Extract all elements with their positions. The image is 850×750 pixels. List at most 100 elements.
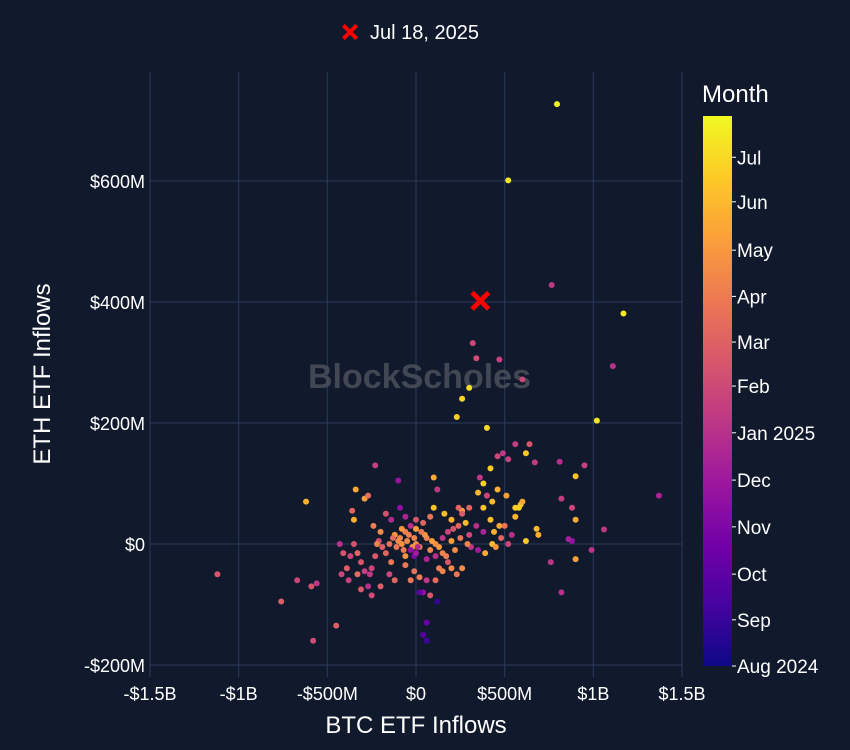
data-point: [411, 534, 418, 541]
data-point: [416, 589, 423, 596]
data-point: [366, 571, 373, 578]
data-point: [462, 519, 469, 526]
data-point: [278, 598, 285, 605]
data-point: [389, 534, 396, 541]
data-point: [423, 619, 430, 626]
data-point: [482, 550, 489, 557]
data-point: [333, 622, 340, 629]
colorbar-tick-label: Sep: [737, 611, 771, 632]
data-point: [469, 340, 476, 347]
data-point: [487, 516, 494, 523]
data-point: [459, 565, 466, 572]
data-point: [386, 571, 393, 578]
data-point: [519, 498, 526, 505]
data-point: [382, 550, 389, 557]
data-point: [512, 441, 519, 448]
data-point: [350, 516, 357, 523]
data-point: [553, 101, 560, 108]
data-point: [459, 395, 466, 402]
data-point: [483, 424, 490, 431]
data-point: [494, 486, 501, 493]
legend-label: Jul 18, 2025: [370, 22, 479, 44]
data-point: [473, 355, 480, 362]
data-point: [402, 553, 409, 560]
data-point: [308, 583, 315, 590]
data-point: [423, 637, 430, 644]
y-axis-title: ETH ETF Inflows: [29, 283, 56, 464]
colorbar-tick-label: Dec: [737, 471, 771, 492]
colorbar-tick-label: Aug 2024: [737, 657, 819, 678]
highlight-x-icon: [470, 290, 491, 311]
data-point: [413, 550, 419, 557]
data-point: [444, 528, 451, 535]
x-tick-label: $0: [406, 684, 426, 704]
data-point: [358, 586, 365, 593]
data-point: [420, 519, 427, 526]
data-point: [294, 577, 301, 584]
data-point: [388, 516, 395, 523]
data-point: [411, 568, 418, 575]
data-point: [361, 568, 368, 575]
data-point: [313, 580, 320, 587]
data-point: [496, 356, 503, 363]
data-point: [483, 492, 490, 499]
colorbar-tick-label: Jul: [737, 148, 761, 169]
legend[interactable]: Jul 18, 2025: [342, 22, 479, 44]
data-point: [491, 528, 498, 535]
data-point: [448, 565, 455, 572]
data-point: [395, 477, 402, 484]
colorbar-tick-label: Jun: [737, 193, 768, 214]
data-point: [499, 450, 506, 457]
data-point: [556, 458, 563, 465]
data-point: [512, 513, 519, 520]
colorbar-tick-label: Apr: [737, 287, 767, 308]
data-point: [434, 598, 441, 605]
x-tick-label: -$500M: [297, 684, 358, 704]
data-point: [365, 492, 372, 499]
data-point: [455, 504, 462, 511]
data-point: [565, 536, 572, 543]
x-tick-label: -$1.5B: [123, 684, 176, 704]
data-point: [548, 282, 555, 289]
data-point: [476, 474, 483, 481]
colorbar-gradient: [703, 116, 732, 666]
data-point: [418, 528, 425, 535]
data-point: [448, 537, 455, 544]
data-point: [365, 583, 372, 590]
data-point: [354, 571, 361, 578]
data-point: [531, 459, 538, 466]
data-point: [473, 522, 480, 529]
data-point: [498, 534, 505, 541]
legend-x-icon: [342, 24, 358, 40]
data-point: [459, 510, 466, 517]
data-point: [388, 559, 395, 566]
data-point: [487, 465, 494, 472]
data-point: [547, 559, 554, 566]
data-point: [501, 522, 508, 529]
data-point: [427, 592, 434, 599]
data-point: [400, 547, 407, 554]
data-point: [480, 480, 487, 487]
colorbar-tick-label: Nov: [737, 518, 771, 539]
data-point: [492, 544, 499, 551]
data-point: [303, 498, 310, 505]
data-point: [466, 531, 473, 538]
data-point: [439, 534, 446, 541]
data-point: [588, 547, 595, 554]
data-point: [391, 577, 398, 584]
data-point: [522, 537, 529, 544]
colorbar-title: Month: [702, 81, 769, 108]
data-point: [441, 510, 448, 517]
data-point: [609, 363, 616, 370]
data-point: [370, 522, 377, 529]
data-point: [350, 541, 357, 547]
data-point: [310, 637, 317, 644]
data-point: [377, 583, 384, 590]
data-point: [448, 516, 455, 523]
data-point: [407, 547, 414, 554]
data-point: [475, 489, 482, 496]
colorbar-tick-label: Jan 2025: [737, 424, 815, 445]
data-point: [505, 541, 512, 547]
data-point: [457, 534, 464, 541]
